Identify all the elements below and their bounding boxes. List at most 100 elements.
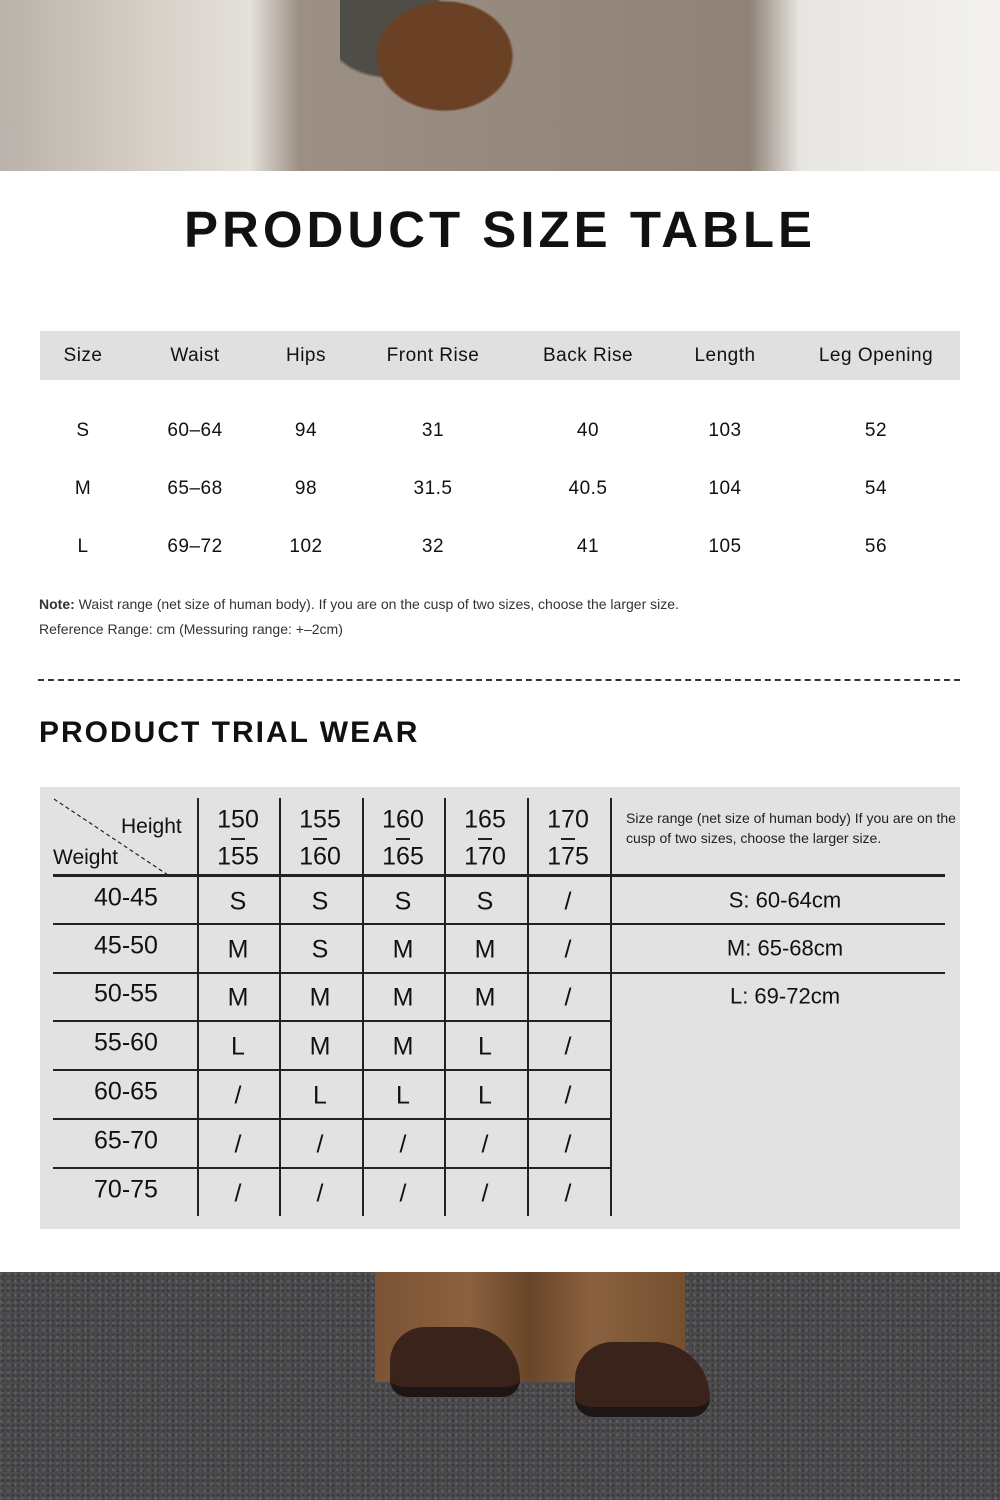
height-range-start: 170: [547, 805, 589, 834]
trial-size-cell: M: [309, 983, 331, 1012]
height-range-end: 175: [547, 842, 589, 871]
trial-wear-table: Height Weight Size range (net size of hu…: [40, 787, 960, 1229]
trial-size-cell: S: [394, 887, 412, 915]
trial-size-cell: M: [392, 935, 414, 963]
trial-size-cell: /: [564, 935, 572, 963]
trial-size-cell: /: [234, 1130, 242, 1158]
weight-range: 40-45: [94, 883, 158, 911]
trial-size-cell: /: [234, 1081, 242, 1109]
note-text: Waist range (net size of human body). If…: [74, 596, 679, 612]
height-range-dash: [396, 838, 410, 840]
trial-size-cell: M: [227, 935, 249, 963]
size-table-cell: 41: [576, 536, 600, 557]
divider: [38, 679, 960, 681]
size-table-cell: 105: [708, 536, 742, 557]
trial-size-cell: M: [474, 983, 496, 1012]
trial-size-cell: /: [564, 887, 572, 915]
trial-size-cell: /: [481, 1130, 489, 1158]
weight-range: 65-70: [94, 1126, 158, 1154]
size-table-cell: L: [77, 536, 89, 557]
size-range-value: L: 69-72cm: [729, 983, 841, 1009]
right-shoe: [575, 1342, 710, 1417]
grid-line-horizontal: [53, 1167, 610, 1169]
trial-size-cell: /: [316, 1130, 324, 1158]
trial-size-cell: S: [476, 887, 494, 915]
grid-line-vertical: [610, 798, 612, 1216]
size-table-cell: 103: [708, 420, 742, 441]
trial-size-cell: /: [564, 1081, 572, 1109]
trial-size-cell: S: [311, 935, 329, 963]
height-range-dash: [313, 838, 327, 840]
sweater-bird-graphic: [340, 0, 530, 140]
size-range-value: S: 60-64cm: [728, 887, 842, 912]
trial-size-cell: L: [478, 1081, 492, 1109]
grid-line-horizontal: [53, 1020, 610, 1022]
diagonal-header-line: [53, 798, 169, 876]
size-header-cell: Back Rise: [542, 345, 634, 366]
trial-size-cell: M: [392, 1032, 414, 1060]
size-table-cell: 32: [421, 536, 445, 557]
trial-size-cell: M: [474, 935, 496, 963]
trial-size-cell: S: [229, 887, 247, 915]
height-range-end: 160: [299, 842, 341, 871]
trial-size-cell: /: [234, 1179, 242, 1207]
grid-line-vertical: [197, 798, 199, 1216]
grid-line-horizontal: [53, 972, 945, 974]
weight-range: 50-55: [94, 979, 158, 1008]
trial-size-cell: S: [311, 887, 329, 915]
size-table-cell: 102: [289, 536, 323, 557]
height-label: Height: [121, 815, 182, 838]
note-label: Note:: [39, 596, 75, 612]
grid-line-vertical: [362, 798, 364, 1216]
grid-line-vertical: [444, 798, 446, 1216]
height-range-start: 155: [299, 805, 341, 834]
size-table-cell: S: [76, 420, 90, 441]
weight-range: 55-60: [94, 1028, 158, 1056]
grid-line-horizontal: [53, 1118, 610, 1120]
size-header-cell: Size: [63, 345, 103, 366]
grid-line-vertical: [527, 798, 529, 1216]
size-table-cell: 31: [421, 420, 445, 441]
trial-title: PRODUCT TRIAL WEAR: [39, 716, 420, 749]
grid-line-horizontal: [53, 923, 945, 925]
size-header-cell: Front Rise: [386, 345, 480, 366]
weight-range: 60-65: [94, 1077, 158, 1105]
height-range-end: 155: [217, 842, 259, 871]
trial-size-cell: L: [231, 1032, 245, 1060]
trial-size-cell: /: [564, 1130, 572, 1158]
size-table-cell: M: [74, 478, 92, 499]
size-table-cell: 54: [864, 478, 888, 499]
height-range-start: 165: [464, 805, 506, 834]
size-table-cell: 31.5: [413, 478, 453, 499]
grid-line-horizontal: [53, 1069, 610, 1071]
size-range-note: Size range (net size of human body) If y…: [626, 810, 956, 846]
height-range-dash: [561, 838, 575, 840]
size-header-cell: Hips: [285, 345, 327, 366]
size-table-cell: 69–72: [167, 536, 223, 557]
trial-size-cell: L: [313, 1081, 327, 1109]
size-table-cell: 60–64: [167, 420, 223, 441]
trial-size-cell: M: [309, 1032, 331, 1060]
grid-line-horizontal: [53, 874, 945, 877]
size-table-cell: 65–68: [167, 478, 223, 499]
note-line: Note: Waist range (net size of human bod…: [39, 596, 679, 612]
reference-range: Reference Range: cm (Messuring range: +–…: [39, 621, 343, 637]
trial-size-cell: /: [564, 1179, 572, 1207]
weight-range: 45-50: [94, 931, 158, 959]
trial-size-cell: /: [564, 1032, 572, 1060]
height-range-end: 165: [382, 842, 424, 871]
size-table-cell: 104: [708, 478, 742, 499]
size-table-cell: 52: [864, 420, 888, 441]
trial-size-cell: /: [564, 983, 572, 1012]
page-title: PRODUCT SIZE TABLE: [183, 201, 817, 258]
size-range-value: M: 65-68cm: [726, 935, 844, 960]
size-table-cell: 98: [294, 478, 318, 499]
weight-range: 70-75: [94, 1175, 158, 1203]
grid-line-vertical: [279, 798, 281, 1216]
trial-size-cell: L: [396, 1081, 410, 1109]
trial-size-cell: /: [399, 1179, 407, 1207]
product-photo-top: [0, 0, 1000, 171]
trial-size-cell: /: [481, 1179, 489, 1207]
height-range-start: 160: [382, 805, 424, 834]
height-range-end: 170: [464, 842, 506, 871]
